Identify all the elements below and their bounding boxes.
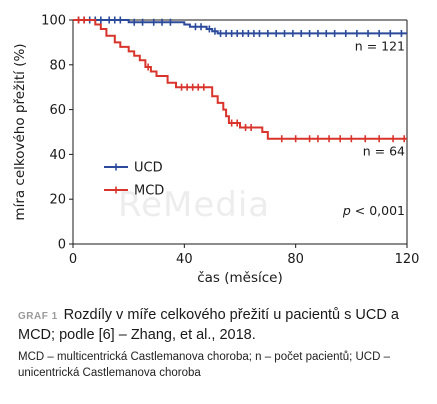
y-tick-label: 60 [49, 103, 66, 118]
p-value-annotation: p < 0,001 [342, 203, 405, 218]
watermark: ReMedia [118, 185, 270, 225]
y-tick-label: 100 [41, 14, 66, 29]
legend: UCD MCD [104, 161, 164, 199]
figure-caption: GRAF 1 Rozdíly v míře celkového přežití u… [18, 306, 428, 381]
survival-chart: ReMedia 0 20 40 60 80 100 0 40 80 120 čas (měsíce)… [12, 14, 419, 287]
n-label-mcd: n = 64 [363, 144, 405, 159]
y-tick-label: 40 [49, 148, 66, 163]
legend-label-ucd: UCD [134, 161, 163, 176]
x-tick-label: 0 [69, 252, 77, 267]
x-tick-label: 120 [395, 252, 420, 267]
caption-label: GRAF 1 [18, 311, 58, 322]
x-tick-label: 40 [176, 252, 193, 267]
plot-frame: 0 20 40 60 80 100 0 40 80 120 čas (měsíce) míra cel… [12, 14, 419, 287]
series-line-mcd [73, 19, 407, 140]
caption-title: Rozdíly v míře celkového přežití u pacie… [18, 307, 399, 343]
x-axis-label: čas (měsíce) [197, 270, 283, 286]
y-tick-label: 80 [49, 58, 66, 73]
y-tick-label: 20 [49, 193, 66, 208]
x-tick-label: 80 [287, 252, 304, 267]
n-label-ucd: n = 121 [355, 38, 405, 53]
caption-note: MCD – multicentrická Castlemanova chorob… [18, 351, 391, 379]
annotation-layer: n = 121 n = 64 p < 0,001 [342, 38, 405, 217]
y-axis-label: míra celkového přežití (%) [12, 43, 28, 220]
legend-label-mcd: MCD [134, 184, 164, 199]
series-layer [73, 16, 407, 143]
series-line-ucd [73, 19, 407, 35]
caption-title-block: GRAF 1 Rozdíly v míře celkového přežití u… [18, 306, 428, 345]
y-tick-label: 0 [58, 238, 66, 253]
